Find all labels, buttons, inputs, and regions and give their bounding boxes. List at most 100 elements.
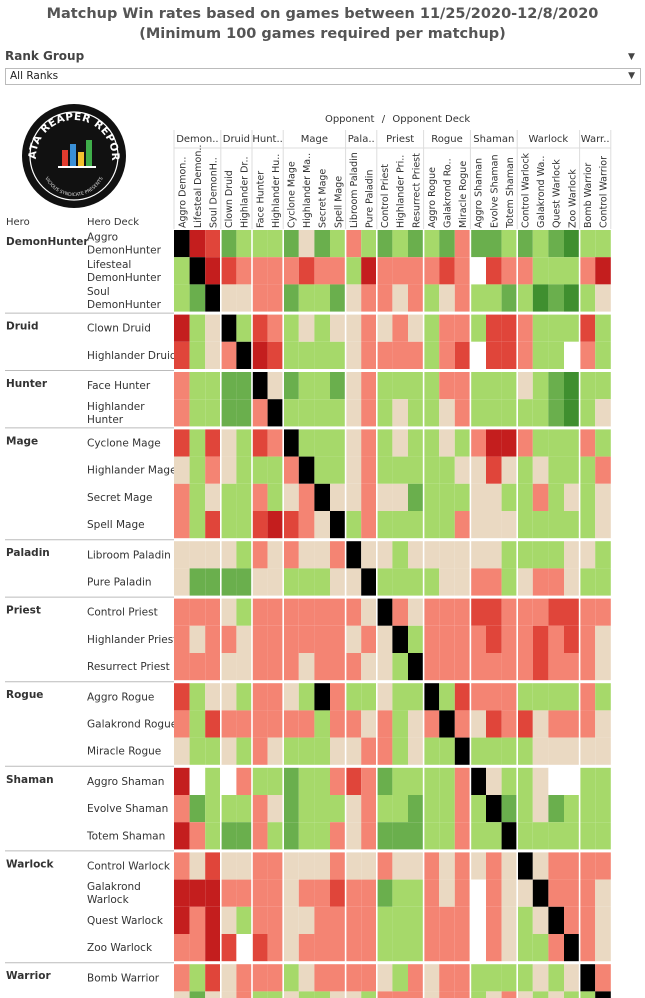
- matchup-cell[interactable]: [361, 683, 377, 711]
- matchup-cell[interactable]: [361, 767, 377, 795]
- matchup-cell[interactable]: [220, 399, 237, 427]
- matchup-cell[interactable]: [470, 568, 486, 596]
- matchup-cell[interactable]: [283, 257, 299, 285]
- matchup-cell[interactable]: [548, 625, 564, 653]
- matchup-cell[interactable]: [236, 257, 252, 285]
- matchup-cell[interactable]: [548, 934, 564, 962]
- matchup-cell[interactable]: [392, 483, 408, 511]
- matchup-cell[interactable]: [361, 372, 377, 400]
- matchup-cell[interactable]: [283, 284, 299, 312]
- matchup-cell[interactable]: [283, 314, 299, 342]
- matchup-cell[interactable]: [361, 964, 377, 992]
- matchup-cell[interactable]: [376, 483, 393, 511]
- matchup-cell[interactable]: [392, 230, 408, 258]
- matchup-cell[interactable]: [548, 399, 564, 427]
- matchup-cell[interactable]: [595, 483, 611, 511]
- matchup-cell[interactable]: [189, 568, 206, 596]
- matchup-cell[interactable]: [252, 822, 268, 850]
- matchup-cell[interactable]: [517, 399, 533, 427]
- matchup-cell[interactable]: [548, 964, 564, 992]
- matchup-cell[interactable]: [189, 284, 206, 312]
- matchup-cell[interactable]: [392, 429, 408, 457]
- matchup-cell[interactable]: [579, 934, 596, 962]
- matchup-cell[interactable]: [532, 230, 549, 258]
- matchup-cell[interactable]: [517, 822, 533, 850]
- matchup-cell[interactable]: [283, 795, 299, 823]
- matchup-cell[interactable]: [439, 598, 455, 626]
- matchup-cell[interactable]: [220, 991, 237, 998]
- matchup-cell[interactable]: [595, 653, 611, 681]
- matchup-cell[interactable]: [283, 737, 299, 765]
- matchup-cell[interactable]: [501, 511, 518, 539]
- matchup-cell[interactable]: [361, 906, 377, 934]
- matchup-cell[interactable]: [454, 284, 471, 312]
- matchup-cell[interactable]: [564, 598, 580, 626]
- matchup-cell[interactable]: [361, 795, 377, 823]
- matchup-cell[interactable]: [252, 767, 268, 795]
- matchup-cell[interactable]: [205, 568, 221, 596]
- matchup-cell[interactable]: [454, 934, 471, 962]
- matchup-cell[interactable]: [220, 795, 237, 823]
- matchup-cell[interactable]: [532, 852, 549, 880]
- matchup-cell[interactable]: [236, 568, 252, 596]
- matchup-cell[interactable]: [345, 991, 362, 998]
- matchup-cell[interactable]: [345, 429, 362, 457]
- matchup-cell[interactable]: [501, 257, 518, 285]
- matchup-cell[interactable]: [174, 767, 190, 795]
- matchup-cell[interactable]: [517, 767, 533, 795]
- matchup-cell[interactable]: [174, 879, 190, 907]
- matchup-cell[interactable]: [174, 822, 190, 850]
- matchup-cell[interactable]: [408, 598, 424, 626]
- matchup-cell[interactable]: [252, 991, 268, 998]
- matchup-cell[interactable]: [330, 399, 346, 427]
- rank-group-select[interactable]: All Ranks ▼: [5, 68, 641, 85]
- matchup-cell[interactable]: [548, 568, 564, 596]
- matchup-cell[interactable]: [267, 372, 284, 400]
- matchup-cell[interactable]: [236, 314, 252, 342]
- matchup-cell[interactable]: [501, 399, 518, 427]
- matchup-cell[interactable]: [501, 822, 518, 850]
- matchup-cell[interactable]: [345, 511, 362, 539]
- matchup-cell[interactable]: [330, 456, 346, 484]
- matchup-cell[interactable]: [267, 964, 284, 992]
- matchup-cell[interactable]: [236, 598, 252, 626]
- matchup-cell[interactable]: [220, 314, 237, 342]
- matchup-cell[interactable]: [454, 683, 471, 711]
- matchup-cell[interactable]: [220, 230, 237, 258]
- matchup-cell[interactable]: [361, 852, 377, 880]
- matchup-cell[interactable]: [486, 314, 502, 342]
- matchup-cell[interactable]: [283, 906, 299, 934]
- matchup-cell[interactable]: [423, 230, 440, 258]
- matchup-cell[interactable]: [252, 541, 268, 569]
- matchup-cell[interactable]: [470, 230, 486, 258]
- matchup-cell[interactable]: [174, 399, 190, 427]
- matchup-cell[interactable]: [283, 230, 299, 258]
- matchup-cell[interactable]: [298, 511, 315, 539]
- matchup-cell[interactable]: [392, 879, 408, 907]
- matchup-cell[interactable]: [532, 795, 549, 823]
- matchup-cell[interactable]: [501, 372, 518, 400]
- matchup-cell[interactable]: [376, 879, 393, 907]
- matchup-cell[interactable]: [205, 737, 221, 765]
- matchup-cell[interactable]: [314, 934, 330, 962]
- matchup-cell[interactable]: [361, 314, 377, 342]
- matchup-cell[interactable]: [470, 429, 486, 457]
- matchup-cell[interactable]: [205, 483, 221, 511]
- matchup-cell[interactable]: [501, 625, 518, 653]
- matchup-cell[interactable]: [454, 314, 471, 342]
- matchup-cell[interactable]: [408, 399, 424, 427]
- matchup-cell[interactable]: [220, 906, 237, 934]
- matchup-cell[interactable]: [564, 625, 580, 653]
- matchup-cell[interactable]: [392, 737, 408, 765]
- matchup-cell[interactable]: [392, 767, 408, 795]
- matchup-cell[interactable]: [267, 257, 284, 285]
- matchup-cell[interactable]: [392, 822, 408, 850]
- matchup-cell[interactable]: [532, 511, 549, 539]
- matchup-cell[interactable]: [236, 991, 252, 998]
- matchup-cell[interactable]: [330, 568, 346, 596]
- matchup-cell[interactable]: [408, 568, 424, 596]
- matchup-cell[interactable]: [174, 230, 190, 258]
- matchup-cell[interactable]: [595, 456, 611, 484]
- matchup-cell[interactable]: [267, 795, 284, 823]
- matchup-cell[interactable]: [392, 852, 408, 880]
